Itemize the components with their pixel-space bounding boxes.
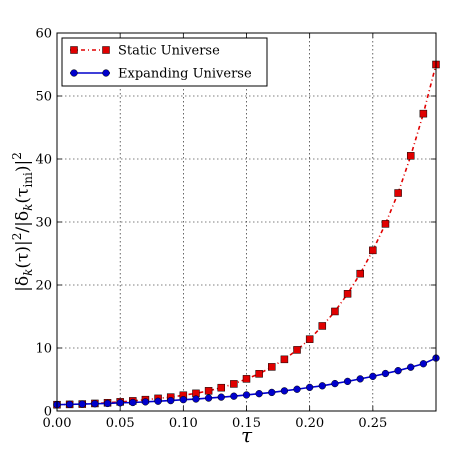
legend-label-static: Static Universe — [118, 44, 220, 59]
static-universe-point — [255, 370, 263, 378]
y-tick-label: 10 — [35, 342, 52, 357]
expanding-universe-point — [179, 396, 187, 404]
legend-box — [61, 37, 268, 87]
y-axis-label: |δk(τ)|2/|δk(τini)|2 — [10, 152, 35, 292]
x-tick-label: 0.00 — [43, 416, 72, 431]
grid — [56, 32, 436, 412]
x-tick-label: 0.15 — [232, 416, 261, 431]
y-tick-label: 50 — [35, 90, 52, 105]
y-tick-label: 0 — [44, 405, 52, 420]
x-tick-label: 0.20 — [295, 416, 324, 431]
static-universe-point — [293, 346, 301, 354]
plot-area — [53, 60, 440, 409]
expanding-universe-point — [356, 375, 364, 383]
expanding-universe-point — [293, 385, 301, 393]
expanding-universe-point — [154, 397, 162, 405]
y-tick-label: 20 — [35, 279, 52, 294]
expanding-universe-point — [268, 388, 276, 397]
expanding-universe-point — [116, 399, 124, 407]
static-universe-point — [305, 335, 314, 343]
legend-item-expanding: Expanding Universe — [70, 67, 252, 82]
y-tick-label: 40 — [35, 153, 52, 168]
static-universe-point — [242, 375, 251, 383]
legend-marker-expanding — [70, 69, 78, 77]
expanding-universe-point — [78, 400, 86, 408]
static-universe-point — [204, 387, 213, 395]
static-universe-point — [406, 152, 415, 160]
expanding-universe-point — [65, 400, 74, 409]
axis-ticks: 0.00 0.05 0.10 0.15 0.20 0.25 0 10 20 30 40 50 60 — [35, 27, 436, 431]
expanding-universe-point — [369, 372, 377, 381]
expanding-universe-point — [407, 363, 415, 371]
x-axis-label: τ — [241, 423, 253, 447]
x-tick-label: 0.05 — [106, 416, 135, 431]
static-universe-point — [331, 307, 339, 316]
static-universe-point — [394, 189, 402, 197]
expanding-universe-point — [343, 377, 352, 386]
legend-item-static: Static Universe — [70, 44, 220, 59]
static-universe-point — [356, 269, 364, 278]
static-universe-point — [268, 363, 276, 371]
static-universe-point — [280, 355, 289, 364]
expanding-universe-point — [306, 383, 314, 392]
x-tick-label: 0.25 — [358, 416, 387, 431]
static-universe-point — [343, 290, 352, 298]
expanding-universe-point — [280, 387, 289, 395]
expanding-universe-point — [204, 394, 213, 402]
expanding-universe-point — [91, 400, 99, 408]
static-universe-point — [230, 380, 238, 388]
y-tick-label: 30 — [35, 216, 52, 231]
expanding-universe-point — [242, 391, 251, 399]
legend: Static Universe Expanding Universe — [61, 37, 268, 87]
y-tick-label: 60 — [35, 27, 52, 42]
static-universe-point — [419, 109, 428, 118]
expanding-universe-point — [141, 398, 150, 406]
expanding-universe-point — [167, 396, 175, 405]
expanding-universe-point — [394, 367, 402, 375]
expanding-universe-point — [318, 382, 326, 390]
static-universe-point — [369, 246, 377, 255]
expanding-universe-point — [381, 369, 390, 378]
x-tick-label: 0.10 — [169, 416, 198, 431]
legend-marker-static — [102, 46, 110, 54]
expanding-universe-point — [192, 395, 200, 403]
expanding-universe-point — [419, 360, 428, 368]
legend-marker-static — [70, 46, 78, 54]
expanding-universe-point — [103, 399, 112, 408]
expanding-universe-point — [230, 392, 238, 400]
expanding-universe-point — [255, 390, 263, 398]
expanding-universe-point — [331, 379, 339, 388]
static-universe-point — [318, 322, 327, 330]
legend-marker-expanding — [102, 69, 110, 77]
expanding-universe-point — [217, 393, 225, 401]
legend-label-expanding: Expanding Universe — [118, 67, 252, 82]
static-universe-point — [217, 383, 225, 392]
static-universe-point — [381, 220, 390, 228]
expanding-universe-point — [129, 398, 137, 407]
